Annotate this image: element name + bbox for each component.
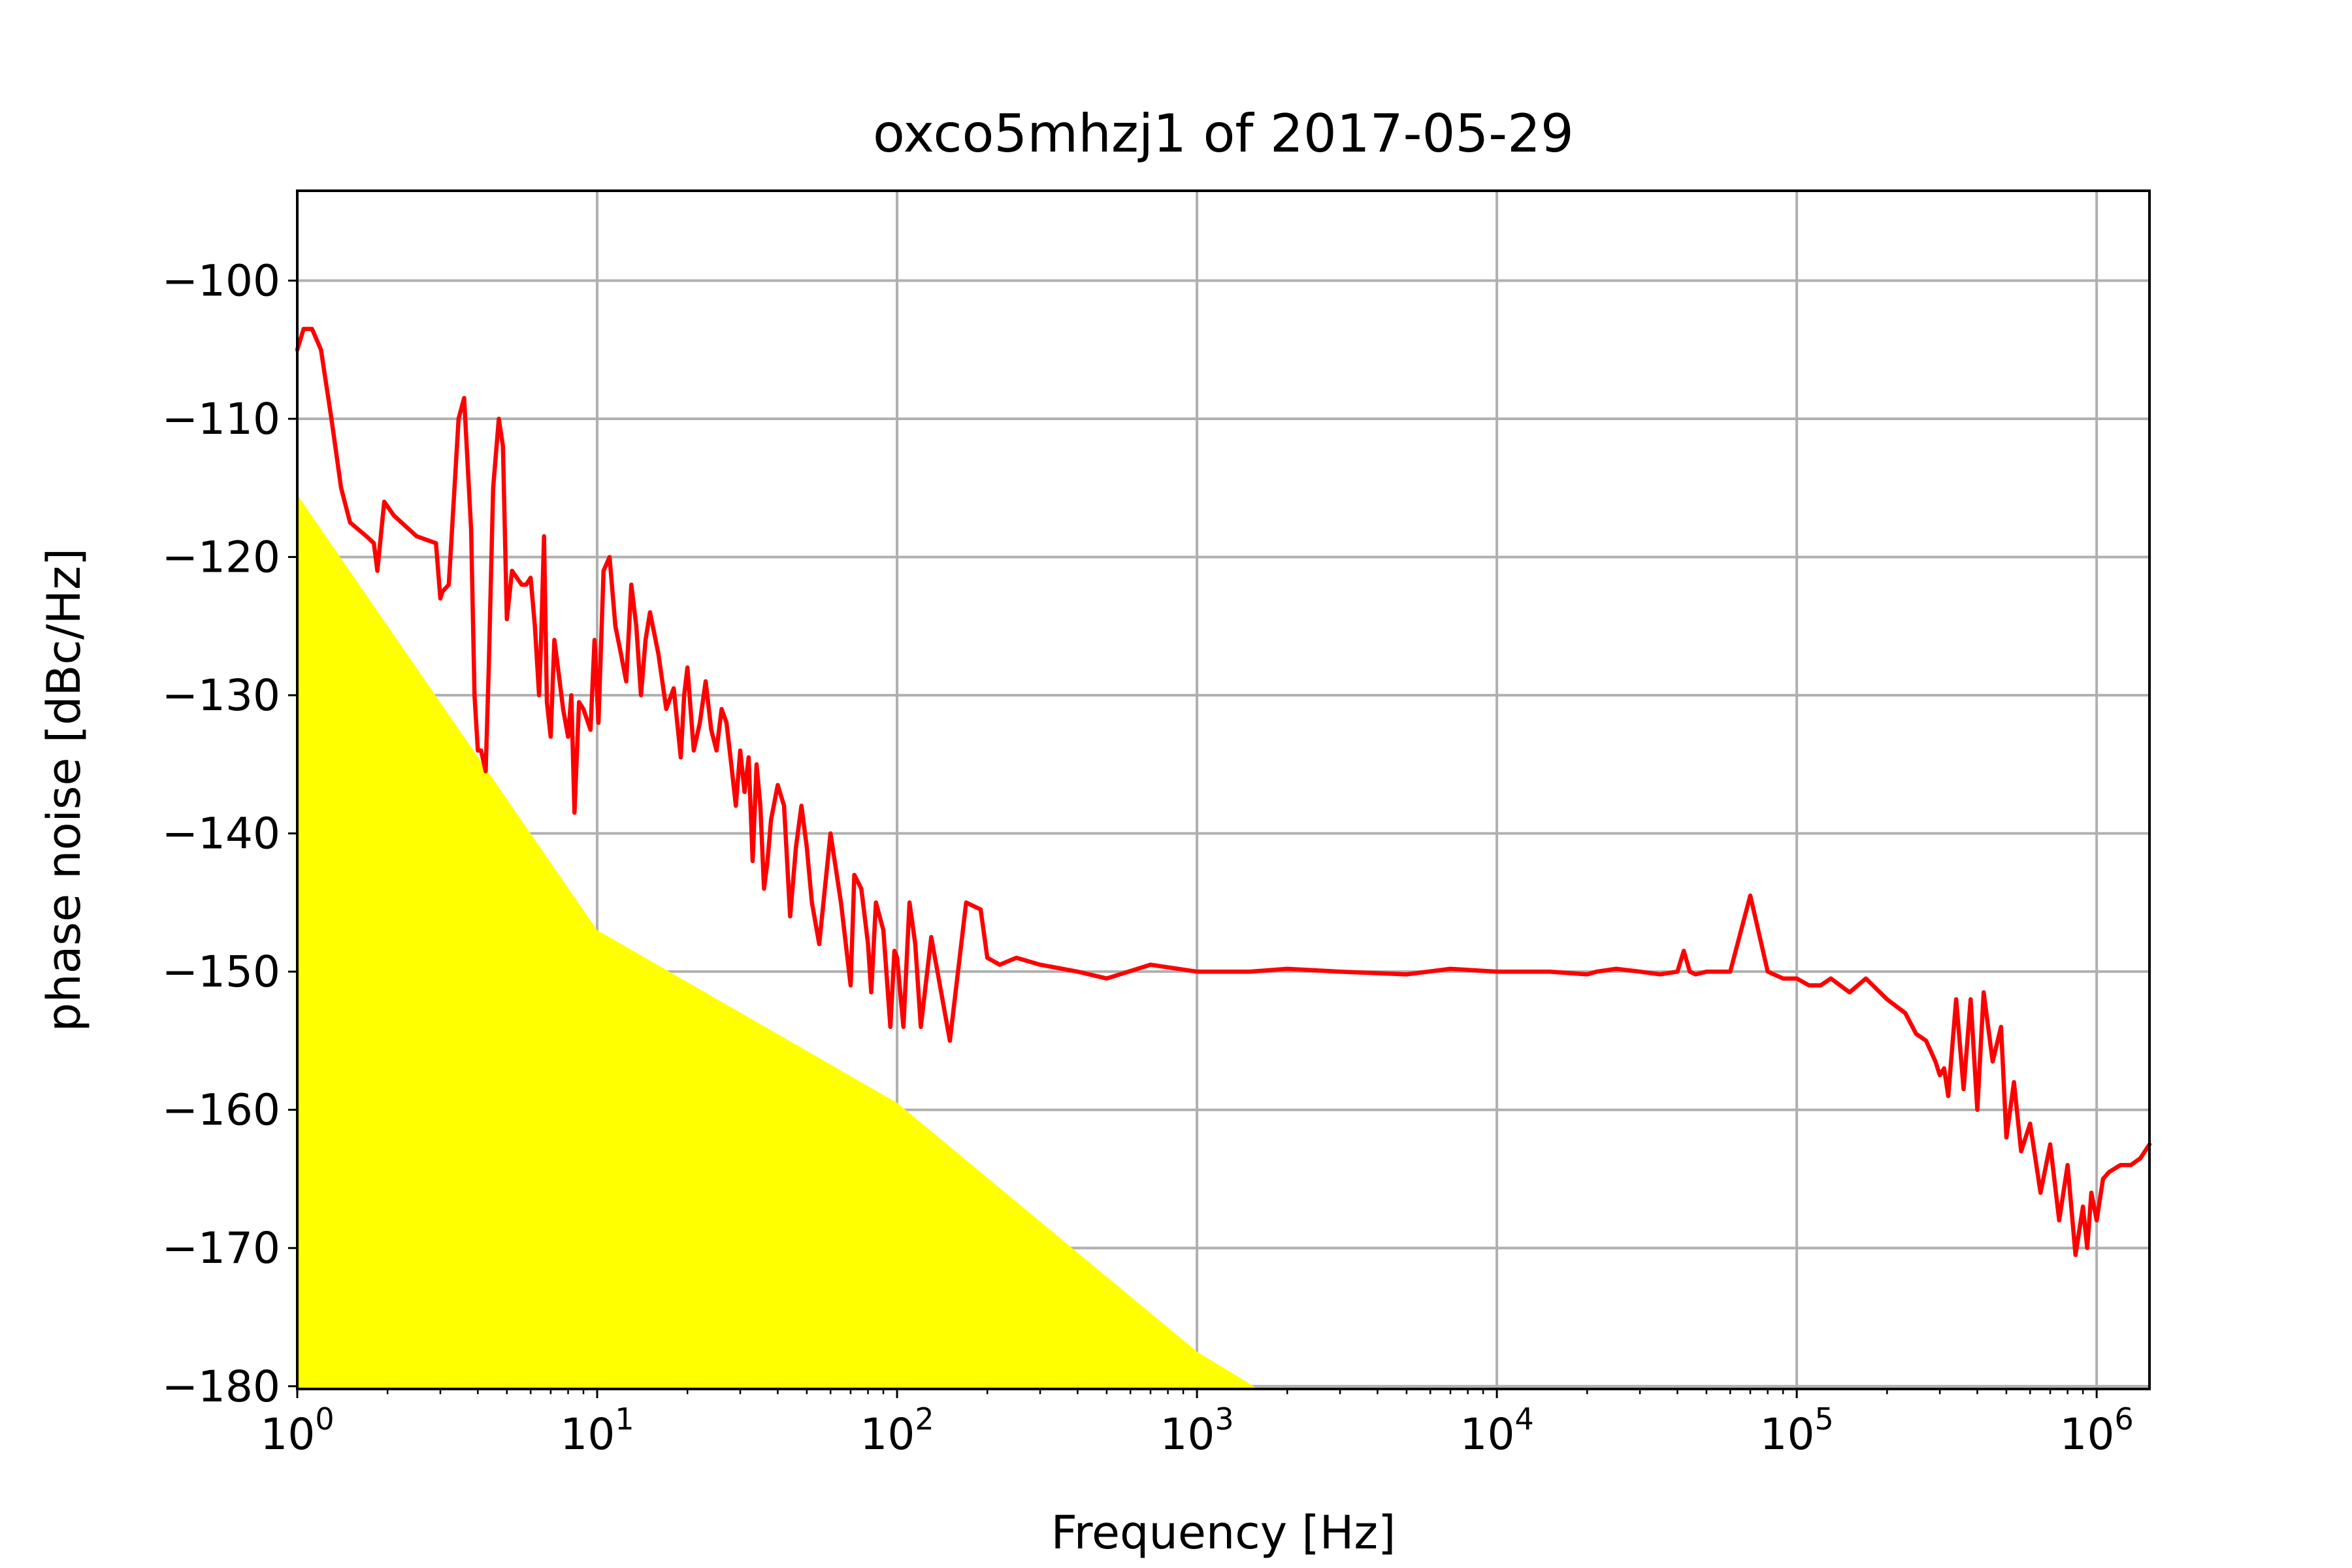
x-tick-base: 10 xyxy=(860,1409,915,1460)
y-tick-label-0: −100 xyxy=(162,255,280,306)
x-tick-base: 10 xyxy=(2060,1409,2115,1460)
x-tick-label-5: 105 xyxy=(1760,1401,1834,1460)
x-tick-exponent: 3 xyxy=(1215,1401,1233,1437)
x-tick-label-2: 102 xyxy=(860,1401,934,1460)
x-tick-exponent: 4 xyxy=(1514,1401,1533,1437)
series-line-0 xyxy=(295,327,2152,1258)
y-tick-label-8: −180 xyxy=(162,1362,280,1412)
x-axis-label: Frequency [Hz] xyxy=(1051,1506,1396,1560)
grid-lines xyxy=(296,191,2149,1389)
x-tick-label-4: 104 xyxy=(1460,1401,1533,1460)
series-layer xyxy=(295,327,2152,1258)
plot-frame xyxy=(296,189,2151,1390)
x-tick-label-1: 101 xyxy=(560,1401,634,1460)
x-tick-exponent: 2 xyxy=(915,1401,934,1437)
x-tick-exponent: 1 xyxy=(615,1401,634,1437)
y-tick-label-5: −150 xyxy=(162,947,280,997)
y-tick-label-7: −170 xyxy=(162,1223,280,1273)
chart-title: oxco5mhzj1 of 2017-05-29 xyxy=(873,103,1574,164)
reference-area-layer xyxy=(297,495,1258,1389)
x-tick-label-6: 106 xyxy=(2060,1401,2134,1460)
x-tick-label-3: 103 xyxy=(1160,1401,1233,1460)
axis-ticks: 100 101 102 103 104 105 106−100−110−120−130−14… xyxy=(162,255,2134,1460)
x-tick-base: 10 xyxy=(260,1409,315,1460)
x-tick-base: 10 xyxy=(1760,1409,1815,1460)
y-axis-label: phase noise [dBc/Hz] xyxy=(37,548,91,1032)
x-tick-base: 10 xyxy=(1460,1409,1514,1460)
x-tick-label-0: 100 xyxy=(260,1401,334,1460)
reference-area xyxy=(297,495,1258,1389)
y-tick-label-3: −130 xyxy=(162,670,280,721)
x-tick-base: 10 xyxy=(560,1409,615,1460)
x-tick-exponent: 5 xyxy=(1814,1401,1833,1437)
y-tick-label-4: −140 xyxy=(162,809,280,859)
y-tick-label-1: −110 xyxy=(162,394,280,444)
x-tick-base: 10 xyxy=(1160,1409,1215,1460)
x-tick-exponent: 6 xyxy=(2115,1401,2134,1437)
y-tick-label-2: −120 xyxy=(162,532,280,583)
x-tick-exponent: 0 xyxy=(315,1401,334,1437)
y-tick-label-6: −160 xyxy=(162,1085,280,1135)
